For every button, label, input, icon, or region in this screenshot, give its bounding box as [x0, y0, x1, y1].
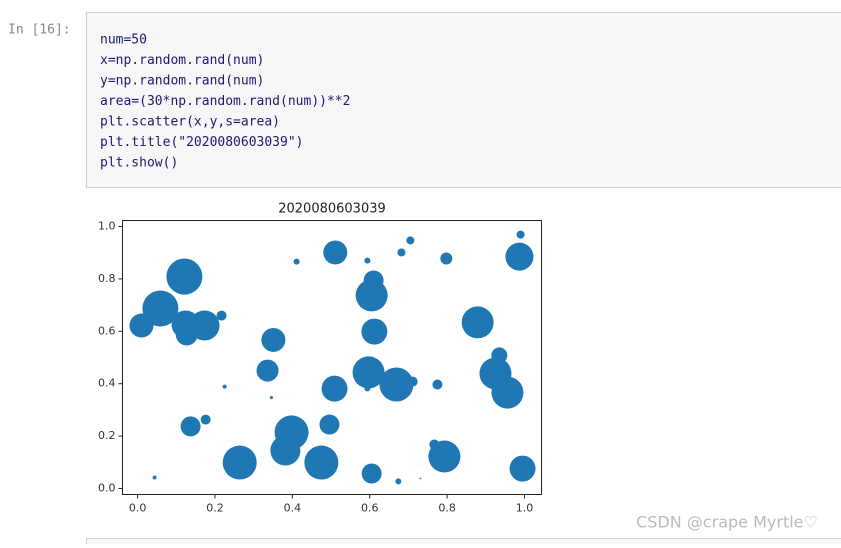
scatter-point [181, 416, 201, 436]
x-tick-label: 1.0 [516, 502, 534, 515]
scatter-point [408, 377, 418, 387]
scatter-point [270, 396, 273, 399]
code-line: plt.title("2020080603039") [100, 135, 304, 150]
scatter-point [432, 379, 442, 389]
code-line: plt.scatter(x,y,s=area) [100, 115, 280, 130]
scatter-point [223, 385, 227, 389]
scatter-point [275, 415, 309, 449]
next-cell[interactable] [87, 539, 841, 545]
y-tick-label: 0.4 [98, 377, 116, 390]
x-tick-label: 0.0 [129, 502, 147, 515]
x-tick-label: 0.2 [206, 502, 224, 515]
y-tick-label: 0.8 [98, 272, 116, 285]
scatter-point [510, 456, 536, 482]
scatter-point [505, 243, 533, 271]
scatter-point [440, 252, 452, 264]
scatter-point [166, 259, 202, 295]
prompt: In [16]: [8, 23, 71, 38]
scatter-point [462, 306, 494, 338]
scatter-point [428, 441, 460, 473]
scatter-point [364, 258, 370, 264]
x-tick-label: 0.6 [361, 502, 379, 515]
scatter-point [362, 464, 382, 484]
code-line: area=(30*np.random.rand(num))**2 [100, 94, 350, 109]
scatter-point [379, 367, 413, 401]
scatter-point [190, 311, 220, 341]
code-line: num=50 [100, 33, 147, 48]
scatter-point [304, 446, 338, 480]
scatter-point [517, 231, 525, 239]
scatter-point [420, 478, 422, 480]
scatter-point [257, 360, 279, 382]
y-tick-label: 1.0 [98, 220, 116, 233]
scatter-point [356, 279, 388, 311]
scatter-point [322, 376, 348, 402]
scatter-point [319, 415, 339, 435]
code-line: x=np.random.rand(num) [100, 53, 264, 68]
x-tick-label: 0.4 [284, 502, 302, 515]
chart-title: 2020080603039 [278, 202, 386, 217]
y-tick-label: 0.0 [98, 481, 116, 494]
scatter-point [294, 259, 300, 265]
scatter-point [153, 475, 157, 479]
x-tick-label: 0.8 [438, 502, 456, 515]
scatter-point [361, 319, 387, 345]
scatter-point [201, 415, 211, 425]
scatter-point [364, 385, 370, 391]
scatter-point [491, 377, 523, 409]
scatter-point [261, 328, 285, 352]
scatter-point [217, 311, 227, 321]
scatter-point [323, 240, 347, 264]
scatter-point [395, 478, 401, 484]
y-tick-label: 0.2 [98, 429, 116, 442]
code-line: plt.show() [100, 156, 178, 171]
scatter-point [406, 236, 414, 244]
y-tick-label: 0.6 [98, 324, 116, 337]
watermark: CSDN @crape Myrtle♡ [636, 513, 818, 532]
scatter-point [397, 248, 405, 256]
scatter-point [223, 446, 257, 480]
code-line: y=np.random.rand(num) [100, 74, 264, 89]
